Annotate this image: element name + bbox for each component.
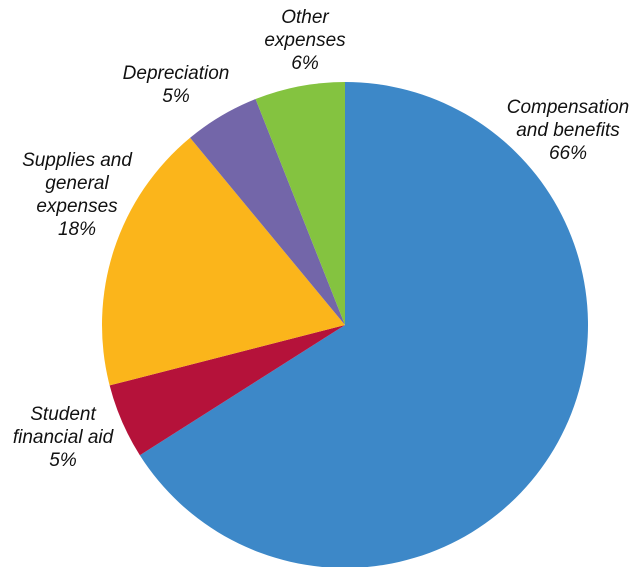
label-line: expenses: [36, 196, 118, 217]
slice-compensation-and-benefits: [139, 82, 588, 567]
slice-other-expenses: [255, 82, 345, 325]
slice-supplies-and-general-expenses: [101, 137, 346, 386]
label-line: Supplies and: [22, 150, 133, 171]
label-compensation-and-benefits: Compensation and benefits 66%: [507, 97, 630, 164]
label-line: financial aid: [13, 427, 115, 448]
label-student-financial-aid: Student financial aid 5%: [13, 404, 115, 471]
label-line: expenses: [264, 30, 346, 51]
label-line: Depreciation: [123, 63, 230, 84]
label-line: 6%: [291, 53, 319, 74]
pie-slices: [101, 82, 588, 567]
label-depreciation: Depreciation 5%: [123, 63, 230, 107]
label-line: Compensation: [507, 97, 630, 118]
label-line: Other: [281, 7, 329, 28]
slice-student-financial-aid: [109, 325, 345, 456]
label-other-expenses: Other expenses 6%: [264, 7, 346, 74]
label-line: and benefits: [516, 120, 620, 141]
pie-labels: Compensation and benefits 66% Student financ…: [13, 7, 629, 471]
label-line: general: [45, 173, 109, 194]
label-line: 5%: [162, 86, 190, 107]
label-line: Student: [30, 404, 96, 425]
label-line: 18%: [58, 219, 96, 240]
slice-depreciation: [190, 99, 345, 325]
label-supplies-and-general-expenses: Supplies and general expenses 18%: [22, 150, 133, 240]
label-line: 66%: [549, 143, 587, 164]
label-line: 5%: [49, 450, 77, 471]
